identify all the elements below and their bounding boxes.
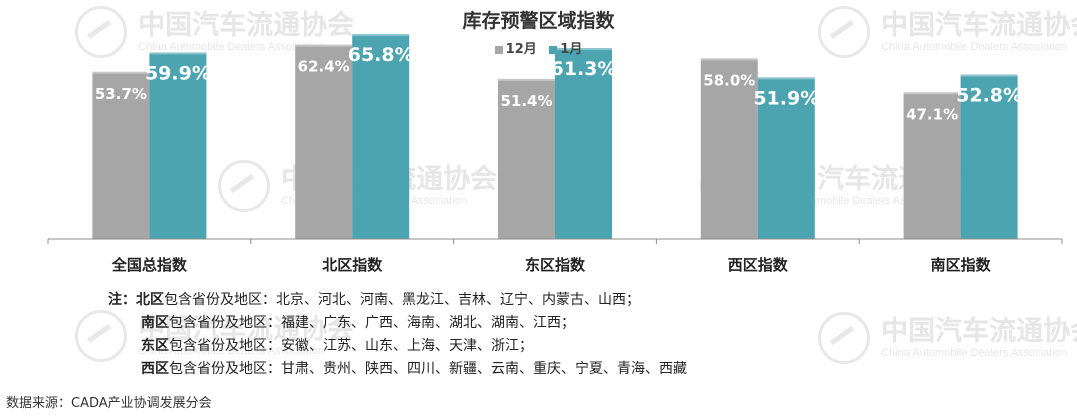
x-tick-label: 东区指数 — [525, 256, 586, 274]
chart-title: 库存预警区域指数 — [462, 10, 615, 32]
note-region-west: 西区 — [141, 361, 169, 377]
bar-highlight — [352, 34, 410, 37]
bar-highlight — [555, 48, 612, 51]
note-text-west: 包含省份及地区：甘肃、贵州、陕西、四川、新疆、云南、重庆、宁夏、青海、西藏 — [169, 361, 687, 377]
note-text-east: 包含省份及地区：安徽、江苏、山东、上海、天津、浙江； — [169, 338, 533, 354]
note-line-east: 东区包含省份及地区：安徽、江苏、山东、上海、天津、浙江； — [108, 335, 687, 358]
bar-highlight — [92, 71, 150, 74]
note-region-east: 东区 — [141, 338, 169, 354]
legend-item-jan: 1月 — [549, 38, 582, 57]
data-label-dec: 51.4% — [500, 92, 552, 110]
data-label-jan: 65.8% — [348, 44, 414, 66]
data-label-dec: 53.7% — [95, 85, 147, 103]
note-line-north: 注：北区包含省份及地区：北京、河北、河南、黑龙江、吉林、辽宁、内蒙古、山西； — [108, 289, 687, 312]
bar-highlight — [498, 78, 555, 81]
bar-highlight — [149, 52, 207, 55]
note-line-west: 西区包含省份及地区：甘肃、贵州、陕西、四川、新疆、云南、重庆、宁夏、青海、西藏 — [108, 358, 687, 381]
watermark-name-en: China Automobile Dealers Association — [881, 346, 1067, 359]
bar-highlight — [960, 74, 1018, 77]
bar-jan — [757, 77, 815, 240]
bar-chart: 53.7%59.9% 全国总指数 62.4%65.8% 北区指数 51.4% 61.3% 东… — [47, 34, 1063, 274]
legend-swatch-dec — [494, 45, 503, 54]
legend-item-dec: 12月 — [494, 38, 537, 57]
note-region-north: 北区 — [136, 292, 164, 308]
note-text-north: 包含省份及地区：北京、河北、河南、黑龙江、吉林、辽宁、内蒙古、山西； — [164, 292, 640, 308]
x-tick-label: 南区指数 — [931, 256, 992, 274]
data-label-jan: 61.3% — [551, 58, 617, 80]
x-tick-label: 全国总指数 — [111, 256, 188, 274]
data-label-dec: 62.4% — [298, 58, 350, 76]
note-line-south: 南区包含省份及地区：福建、广东、广西、海南、湖北、湖南、江西； — [108, 312, 687, 335]
data-label-jan: 59.9% — [145, 62, 211, 84]
data-label-dec: 58.0% — [703, 71, 755, 89]
bar-dec — [295, 44, 353, 239]
legend-label-jan: 1月 — [560, 42, 583, 57]
note-prefix: 注： — [108, 292, 136, 308]
bar-dec — [903, 92, 961, 240]
data-source: 数据来源：CADA产业协调发展分会 — [6, 396, 212, 411]
bar-jan — [960, 74, 1018, 240]
legend-label-dec: 12月 — [505, 42, 537, 57]
legend-swatch-jan — [549, 45, 558, 54]
data-label-dec: 47.1% — [906, 105, 958, 123]
note-text-south: 包含省份及地区：福建、广东、广西、海南、湖北、湖南、江西； — [169, 315, 575, 331]
bar-highlight — [700, 58, 758, 61]
bar-jan — [555, 48, 612, 239]
legend: 12月 1月 — [0, 38, 1077, 57]
note-region-south: 南区 — [141, 315, 169, 331]
bar-jan — [149, 52, 207, 239]
notes: 注：北区包含省份及地区：北京、河北、河南、黑龙江、吉林、辽宁、内蒙古、山西； 南… — [108, 289, 687, 381]
bar-highlight — [903, 92, 961, 95]
bar-highlight — [757, 77, 815, 80]
bar-dec — [700, 58, 758, 239]
bar-jan — [352, 34, 410, 239]
bar-dec — [92, 71, 150, 240]
cada-logo-icon — [818, 312, 870, 364]
data-label-jan: 51.9% — [753, 87, 819, 109]
bar-highlight — [295, 44, 353, 47]
x-tick-label: 北区指数 — [322, 256, 383, 274]
data-label-jan: 52.8% — [956, 85, 1022, 107]
bar-dec — [498, 78, 555, 239]
x-tick-label: 西区指数 — [728, 256, 789, 274]
watermark-name-cn: 中国汽车流通协会 — [881, 315, 1077, 347]
watermark-bottom-right: 中国汽车流通协会 China Automobile Dealers Associ… — [818, 312, 1077, 364]
